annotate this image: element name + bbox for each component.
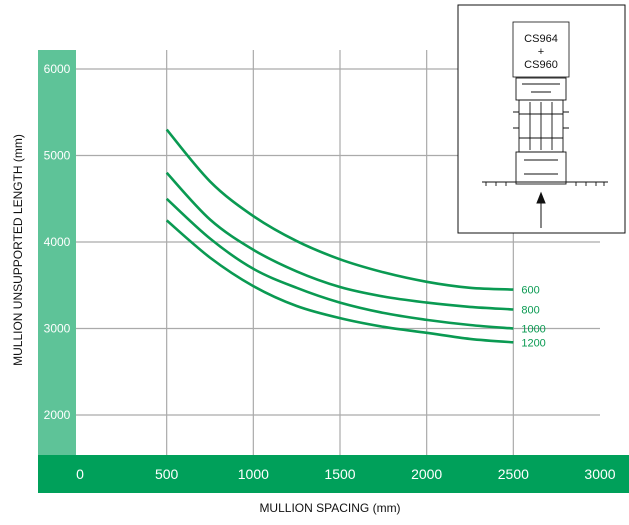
x-tick-label-6: 3000 [584, 466, 615, 482]
x-axis-band [38, 455, 629, 493]
series-lines [165, 128, 514, 344]
series-line-1000 [165, 197, 514, 330]
inset-label-line3: CS960 [524, 59, 558, 71]
y-tick-labels: 2000 3000 4000 5000 6000 [44, 62, 71, 422]
series-line-800 [165, 171, 514, 311]
series-label-1000: 1000 [521, 324, 545, 336]
y-tick-label-3: 5000 [44, 149, 71, 163]
inset-label-line2: + [538, 46, 544, 58]
inset-label-box [512, 21, 570, 78]
mullion-profile-drawing [482, 77, 608, 186]
series-label-600: 600 [521, 285, 539, 297]
x-tick-labels: 0 500 1000 1500 2000 2500 3000 [76, 466, 616, 482]
y-axis-title: MULLION UNSUPPORTED LENGTH (mm) [11, 134, 25, 366]
load-arrow [536, 191, 546, 228]
x-axis-title: MULLION SPACING (mm) [259, 501, 400, 515]
x-tick-label-5: 2500 [498, 466, 529, 482]
y-tick-label-0: 2000 [44, 408, 71, 422]
inset-label-line1: CS964 [524, 33, 558, 45]
series-line-600 [165, 128, 514, 291]
x-tick-label-4: 2000 [411, 466, 442, 482]
x-tick-label-2: 1000 [238, 466, 269, 482]
y-tick-label-1: 3000 [44, 322, 71, 336]
x-tick-label-1: 500 [155, 466, 179, 482]
x-tick-label-0: 0 [76, 466, 84, 482]
x-tick-label-3: 1500 [324, 466, 355, 482]
series-label-1200: 1200 [521, 337, 545, 349]
y-tick-label-2: 4000 [44, 235, 71, 249]
y-tick-label-4: 6000 [44, 62, 71, 76]
inset-diagram: CS964 + CS960 [457, 4, 626, 234]
y-axis-band [38, 50, 76, 455]
series-label-800: 800 [521, 304, 539, 316]
series-line-1200 [165, 219, 514, 344]
